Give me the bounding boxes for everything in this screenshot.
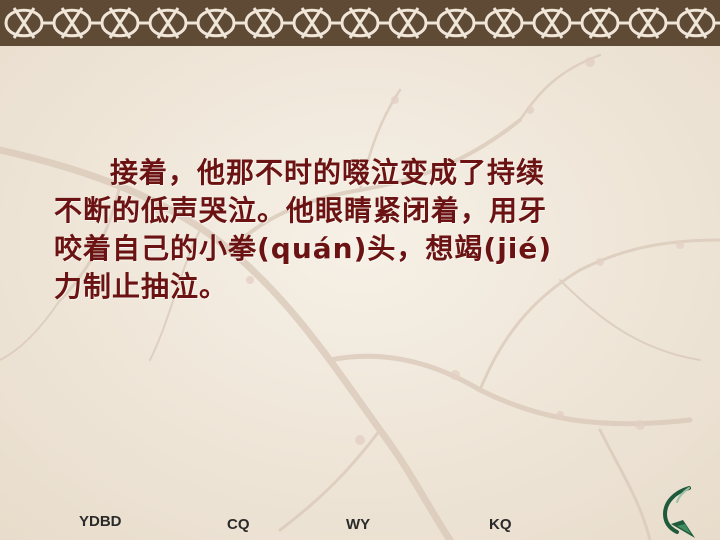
paragraph-line: 不断的低声哭泣。他眼睛紧闭着，用牙 <box>54 194 548 227</box>
nav-link-cq[interactable]: CQ <box>227 516 250 533</box>
return-arrow-icon[interactable] <box>655 484 703 540</box>
nav-link-wy[interactable]: WY <box>346 516 371 533</box>
nav-link-kq[interactable]: KQ <box>489 516 512 533</box>
paragraph-line: 接着，他那不时的啜泣变成了持续 <box>110 156 546 189</box>
paragraph-line: 咬着自己的小拳(quán)头，想竭(jié) <box>54 232 553 265</box>
story-paragraph: 接着，他那不时的啜泣变成了持续 不断的低声哭泣。他眼睛紧闭着，用牙 咬着自己的小… <box>54 154 674 306</box>
nav-link-ydbd[interactable]: YDBD <box>79 513 122 530</box>
celtic-knot-border <box>0 0 720 46</box>
paragraph-line: 力制止抽泣。 <box>54 270 229 303</box>
